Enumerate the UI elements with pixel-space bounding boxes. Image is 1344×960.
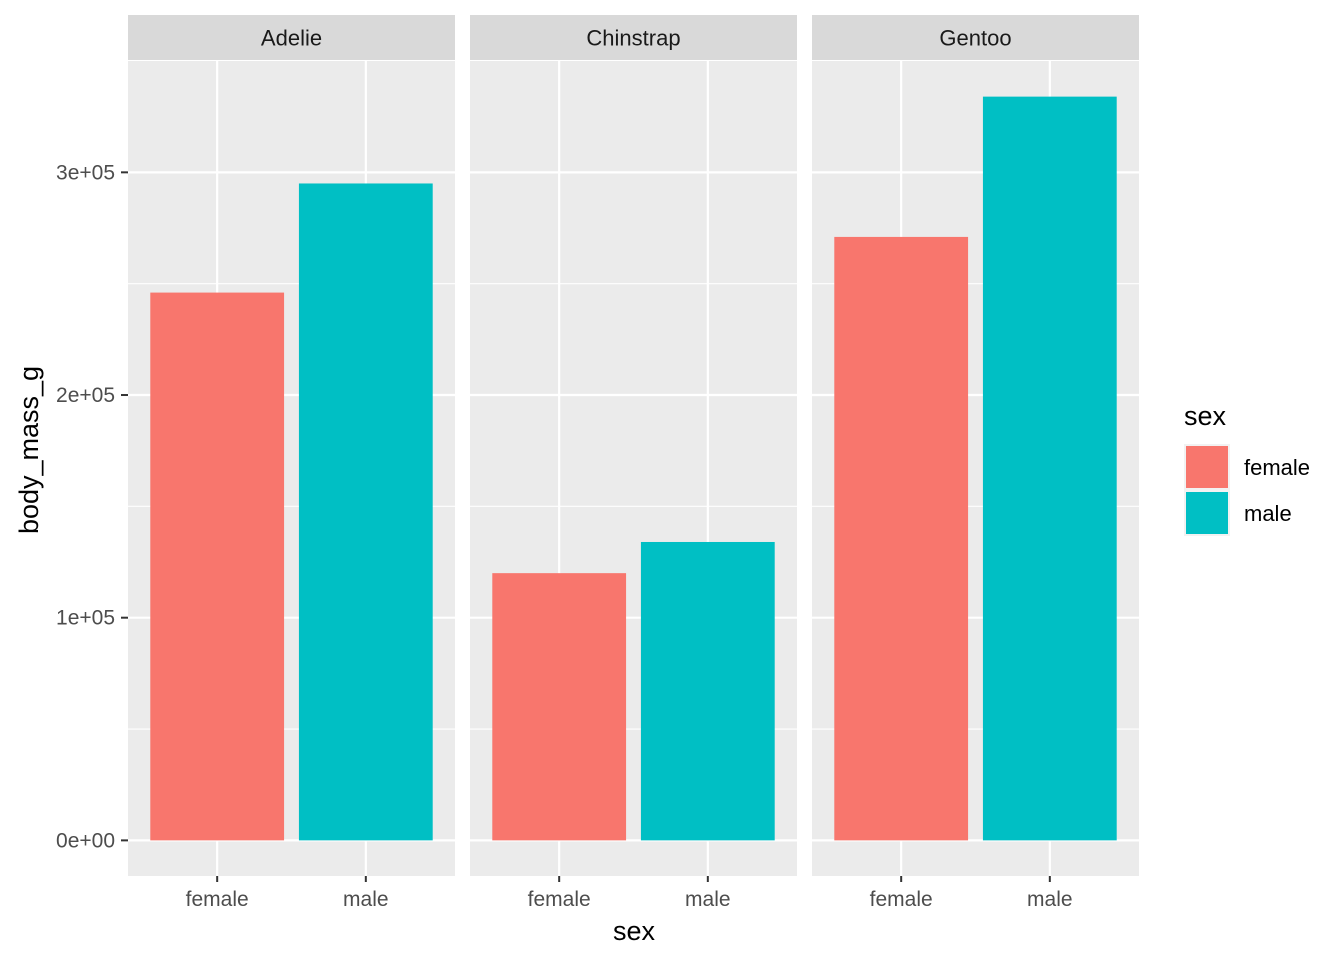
x-tick-label: male [1027,888,1073,911]
x-tick-label: male [685,888,731,911]
bar-adelie-female [150,292,285,841]
facet-strip [128,15,455,60]
bar-chinstrap-female [492,573,627,841]
y-tick-label: 0e+00 [56,829,115,852]
facet-strip [470,15,797,60]
bar-gentoo-female [834,236,969,841]
y-axis: 0e+00 1e+05 2e+05 3e+05 [56,161,128,852]
x-axis-title: sex [613,916,656,946]
legend-label-male: male [1244,501,1292,526]
legend-label-female: female [1244,455,1310,480]
legend: sex female male [1184,401,1310,536]
x-tick-label: female [870,888,933,911]
legend-title: sex [1184,401,1227,431]
facet-strip-label: Adelie [261,26,322,51]
facet-strip-label: Chinstrap [586,26,680,51]
y-tick-label: 1e+05 [56,607,115,630]
bar-adelie-male [298,183,433,841]
y-tick-label: 2e+05 [56,384,115,407]
x-tick-label: female [186,888,249,911]
facet-panel-gentoo: Gentoo female male [812,15,1139,911]
x-tick-label: female [528,888,591,911]
bar-chinstrap-male [640,541,775,841]
facet-strip [812,15,1139,60]
y-tick-label: 3e+05 [56,161,115,184]
legend-key-male [1186,492,1228,534]
facet-panel-chinstrap: Chinstrap female male [470,15,797,911]
x-tick-label: male [343,888,389,911]
y-axis-title: body_mass_g [14,366,44,534]
bar-gentoo-male [982,96,1117,841]
facet-panel-adelie: Adelie female male [128,15,455,911]
legend-key-female [1186,446,1228,488]
facet-strip-label: Gentoo [939,26,1011,51]
